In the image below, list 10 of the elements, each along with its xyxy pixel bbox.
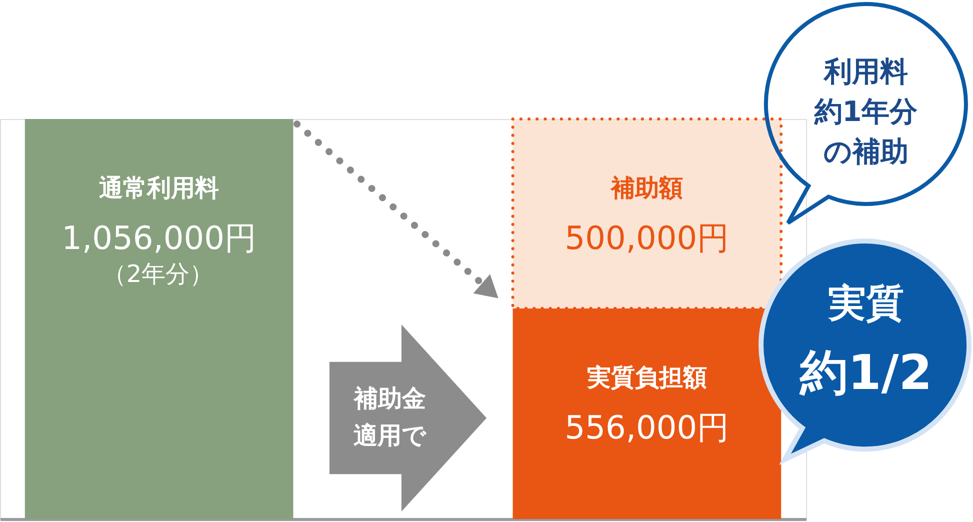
- series-label: 補助額: [610, 174, 683, 202]
- text: 利用料約1年分の補助: [813, 55, 919, 168]
- annotation: 補助金適用で: [353, 384, 428, 450]
- annotation: （2年分）: [102, 260, 214, 288]
- annotation: 実質約1/2: [798, 281, 932, 401]
- data-label: 1,056,000円: [62, 219, 256, 257]
- data-label: 500,000円: [564, 219, 730, 257]
- data-label: 556,000円: [564, 408, 730, 446]
- series-label: 実質負担額: [586, 363, 707, 392]
- series-label: 通常利用料: [98, 174, 220, 202]
